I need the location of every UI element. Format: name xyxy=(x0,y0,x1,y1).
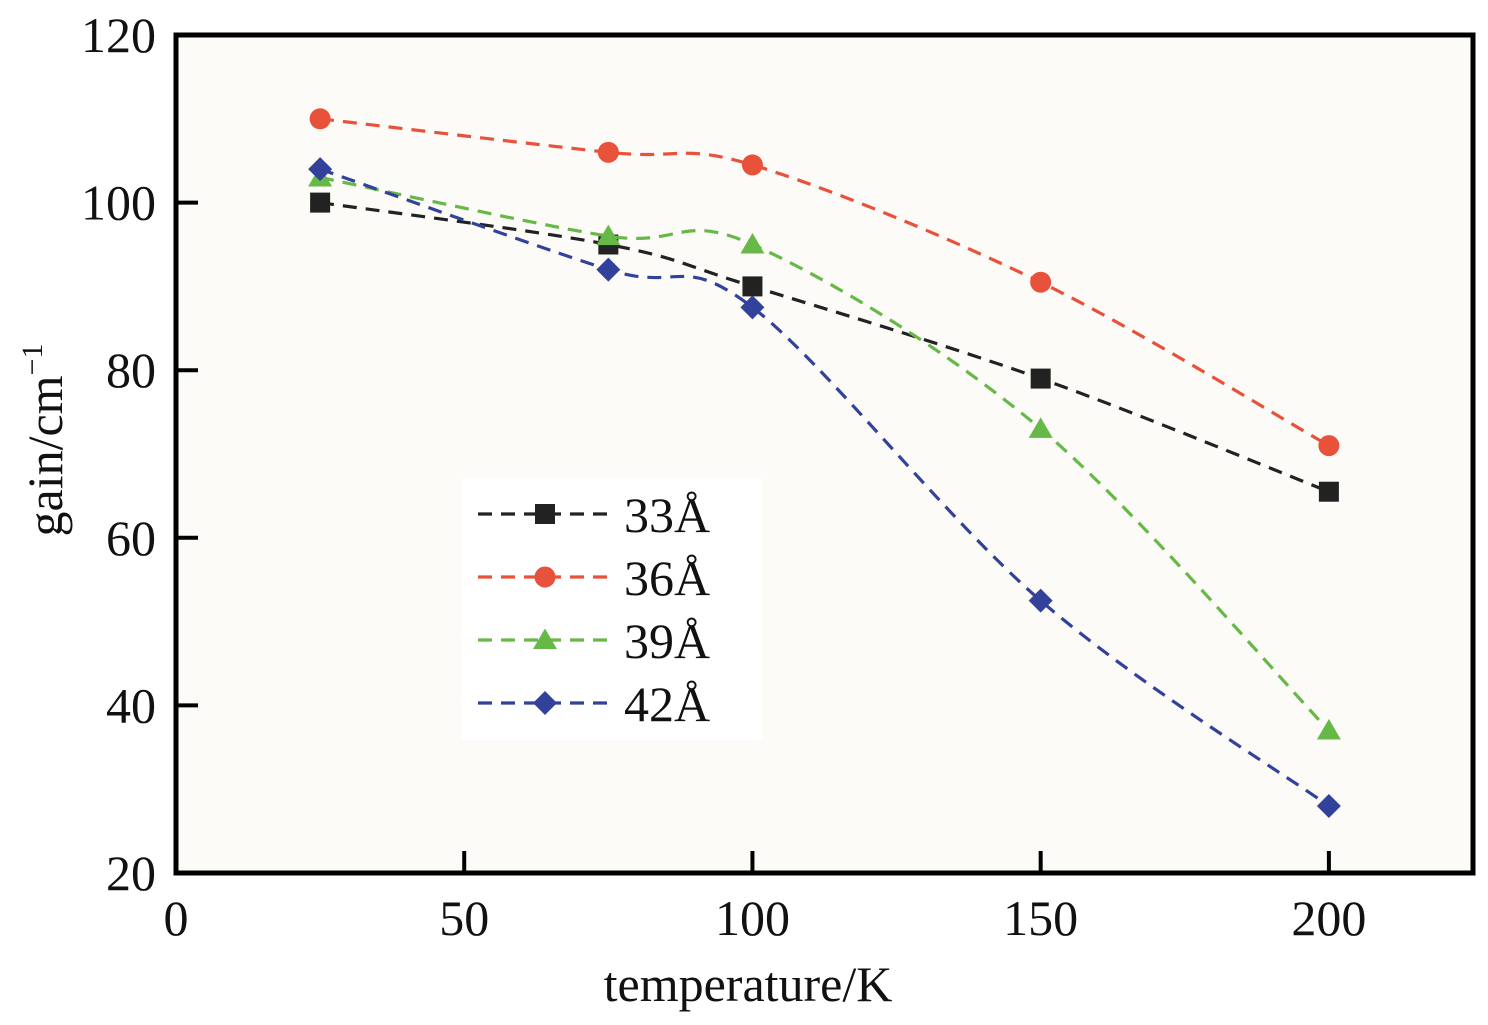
series-layer xyxy=(308,108,1341,818)
data-point xyxy=(1028,588,1053,613)
data-point xyxy=(596,224,621,246)
x-axis-label: temperature/K xyxy=(604,956,893,1012)
legend-label: 39Å xyxy=(624,613,710,669)
y-tick-label: 60 xyxy=(106,510,156,566)
legend-item: 33Å xyxy=(478,487,710,543)
legend-item: 36Å xyxy=(478,550,710,606)
legend-label: 36Å xyxy=(624,550,710,606)
x-tick-label: 150 xyxy=(1003,890,1078,946)
data-point xyxy=(1030,368,1051,389)
data-point xyxy=(742,276,763,297)
series-line xyxy=(319,201,1330,494)
data-point xyxy=(1316,793,1341,818)
data-point xyxy=(308,157,333,182)
y-tick-label: 100 xyxy=(81,175,156,231)
series-line xyxy=(319,175,1331,732)
series-line xyxy=(319,117,1330,448)
series-line xyxy=(319,167,1330,808)
x-tick-label: 50 xyxy=(439,890,489,946)
legend-item: 42Å xyxy=(478,676,710,732)
y-tick-label: 20 xyxy=(106,845,156,901)
ticks-layer: 0 50 100 150 200 20 40 60 80 100 120 xyxy=(81,7,1366,946)
legend-background xyxy=(462,478,762,740)
series-group xyxy=(308,157,1341,818)
data-point xyxy=(596,257,621,282)
data-point xyxy=(741,154,763,176)
y-tick-label: 40 xyxy=(106,677,156,733)
legend-label: 33Å xyxy=(624,487,710,543)
data-point xyxy=(1318,481,1339,502)
legend-label: 42Å xyxy=(624,676,710,732)
series-group xyxy=(310,192,1339,502)
legend-marker xyxy=(533,628,557,649)
data-point xyxy=(310,192,331,213)
y-axis-label-main: gain/cm xyxy=(17,375,73,536)
legend-marker xyxy=(534,566,556,588)
series-group xyxy=(309,108,1340,457)
data-point xyxy=(1028,417,1053,438)
data-point xyxy=(309,108,331,130)
legend-marker xyxy=(535,504,555,524)
legend-marker xyxy=(533,691,557,715)
y-tick-label: 120 xyxy=(81,7,156,63)
data-point xyxy=(740,295,765,320)
x-tick-label: 0 xyxy=(164,890,189,946)
data-point xyxy=(1030,271,1052,293)
data-point xyxy=(597,141,619,163)
y-axis-label: gain/cm−1 xyxy=(16,344,73,537)
series-group xyxy=(308,165,1341,740)
y-tick-label: 80 xyxy=(106,342,156,398)
legend: 33Å 36Å 39Å 42Å xyxy=(462,478,762,740)
data-point xyxy=(740,233,765,254)
plot-frame xyxy=(173,32,1476,876)
data-point xyxy=(1318,435,1340,457)
y-axis-label-exponent: −1 xyxy=(16,344,49,376)
data-point xyxy=(1316,719,1341,740)
legend-item: 39Å xyxy=(478,613,710,669)
plot-area-background xyxy=(176,35,1473,873)
x-tick-label: 100 xyxy=(715,890,790,946)
x-tick-label: 200 xyxy=(1291,890,1366,946)
